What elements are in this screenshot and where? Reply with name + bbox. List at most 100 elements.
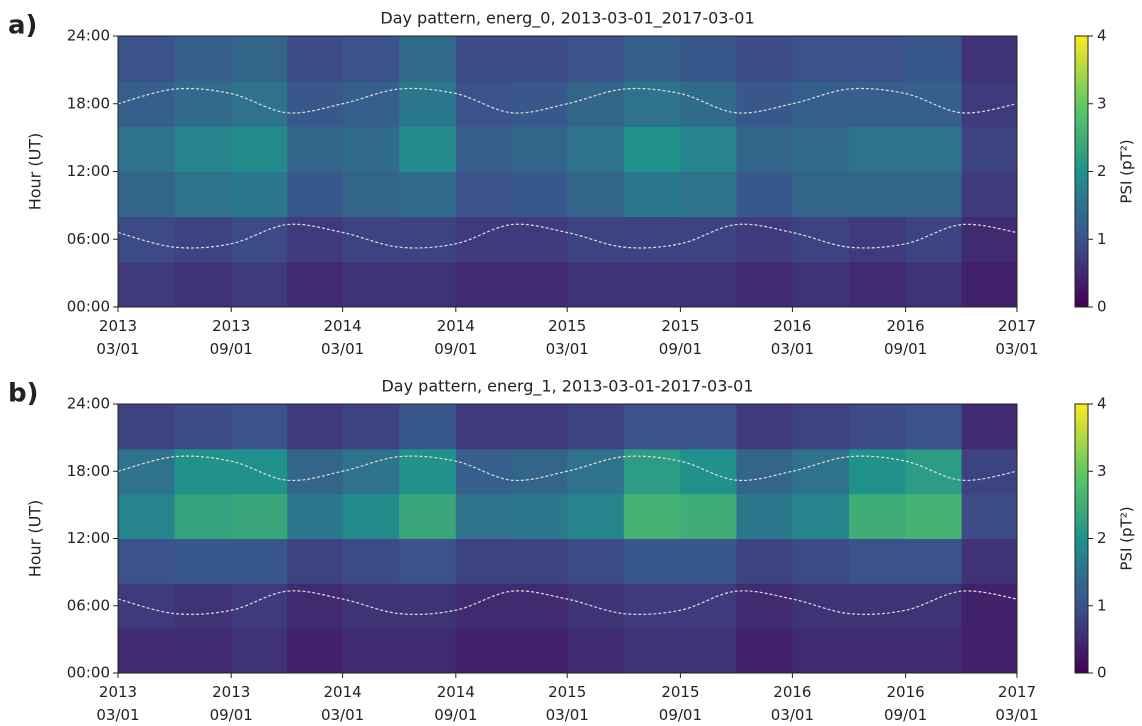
heat-cell bbox=[792, 216, 850, 263]
colorbar-step bbox=[1075, 623, 1088, 629]
colorbar-tick-label: 3 bbox=[1097, 94, 1107, 112]
heat-cell bbox=[342, 493, 400, 539]
colorbar-step bbox=[1075, 484, 1088, 490]
heat-cell bbox=[567, 126, 625, 172]
colorbar-step bbox=[1075, 646, 1088, 652]
heat-cell bbox=[342, 404, 400, 450]
heat-cell bbox=[118, 81, 176, 127]
colorbar-step bbox=[1075, 225, 1088, 231]
colorbar-step bbox=[1075, 525, 1088, 531]
colorbar-step bbox=[1075, 76, 1088, 82]
x-tick-label: 2016 09/01 bbox=[884, 683, 927, 724]
colorbar-step bbox=[1075, 520, 1088, 526]
heat-cell bbox=[623, 81, 681, 127]
colorbar-step bbox=[1075, 408, 1088, 414]
colorbar-step bbox=[1075, 601, 1088, 607]
x-tick-label: 2017 03/01 bbox=[995, 317, 1038, 358]
colorbar-step bbox=[1075, 462, 1088, 468]
heat-cell bbox=[680, 404, 737, 450]
heat-cell bbox=[961, 261, 1018, 308]
heat-cell bbox=[511, 628, 568, 674]
heat-cell bbox=[118, 36, 176, 82]
x-tick-label: 2015 09/01 bbox=[659, 683, 702, 724]
heat-cell bbox=[287, 404, 344, 450]
heat-cell bbox=[736, 81, 793, 127]
colorbar-step bbox=[1075, 641, 1088, 647]
heat-cell bbox=[287, 628, 344, 674]
heat-cell bbox=[455, 404, 513, 450]
colorbar-step bbox=[1075, 117, 1088, 123]
colorbar-step bbox=[1075, 637, 1088, 643]
y-axis-label: Hour (UT) bbox=[26, 500, 45, 578]
colorbar-step bbox=[1075, 502, 1088, 508]
heat-cell bbox=[961, 493, 1018, 539]
colorbar-step bbox=[1075, 121, 1088, 127]
heat-cell bbox=[174, 36, 232, 82]
heat-cell bbox=[736, 583, 793, 629]
heat-cell bbox=[736, 171, 793, 218]
colorbar-step bbox=[1075, 166, 1088, 172]
colorbar-step bbox=[1075, 587, 1088, 593]
colorbar-step bbox=[1075, 632, 1088, 638]
heat-cell bbox=[792, 583, 850, 629]
colorbar-step bbox=[1075, 417, 1088, 423]
colorbar-step bbox=[1075, 198, 1088, 204]
heat-cell bbox=[231, 36, 288, 82]
colorbar-step bbox=[1075, 480, 1088, 486]
heat-cell bbox=[342, 448, 400, 495]
heat-cell bbox=[905, 583, 963, 629]
colorbar-tick-label: 3 bbox=[1097, 462, 1107, 480]
heat-cell bbox=[399, 261, 457, 308]
heat-cell bbox=[905, 628, 963, 674]
colorbar-step bbox=[1075, 297, 1088, 303]
colorbar-step bbox=[1075, 171, 1088, 177]
colorbar-step bbox=[1075, 302, 1088, 308]
heat-cell bbox=[342, 216, 400, 263]
heat-cell bbox=[118, 538, 176, 584]
colorbar-step bbox=[1075, 248, 1088, 254]
heat-cell bbox=[231, 628, 288, 674]
heat-cell bbox=[118, 171, 176, 218]
heat-cell bbox=[849, 628, 907, 674]
heat-cell bbox=[455, 628, 513, 674]
heat-cell bbox=[342, 171, 400, 218]
heat-cell bbox=[511, 493, 568, 539]
colorbar-step bbox=[1075, 58, 1088, 64]
colorbar-step bbox=[1075, 453, 1088, 459]
heat-cell bbox=[399, 583, 457, 629]
heat-cell bbox=[399, 126, 457, 172]
heat-cell bbox=[118, 126, 176, 172]
y-tick-label: 00:00 bbox=[67, 298, 110, 316]
heat-cell bbox=[511, 404, 568, 450]
heat-cell bbox=[455, 583, 513, 629]
heat-cell bbox=[287, 493, 344, 539]
colorbar-step bbox=[1075, 54, 1088, 60]
heat-cell bbox=[792, 126, 850, 172]
heat-cell bbox=[174, 126, 232, 172]
colorbar-step bbox=[1075, 412, 1088, 418]
colorbar-step bbox=[1075, 574, 1088, 580]
colorbar-step bbox=[1075, 221, 1088, 227]
heat-cell bbox=[455, 538, 513, 584]
colorbar-step bbox=[1075, 664, 1088, 670]
colorbar-step bbox=[1075, 212, 1088, 218]
colorbar-tick-label: 0 bbox=[1097, 298, 1107, 316]
colorbar-step bbox=[1075, 148, 1088, 154]
heat-cell bbox=[567, 583, 625, 629]
heat-cell bbox=[511, 126, 568, 172]
heat-cell bbox=[342, 126, 400, 172]
x-tick-label: 2013 09/01 bbox=[210, 317, 253, 358]
colorbar-step bbox=[1075, 67, 1088, 73]
colorbar-step bbox=[1075, 430, 1088, 436]
colorbar-tick-label: 4 bbox=[1097, 395, 1107, 413]
heat-cell bbox=[849, 493, 907, 539]
colorbar-step bbox=[1075, 560, 1088, 566]
heat-cell bbox=[680, 538, 737, 584]
colorbar-step bbox=[1075, 421, 1088, 427]
colorbar-step bbox=[1075, 239, 1088, 245]
heat-cell bbox=[287, 126, 344, 172]
heat-cell bbox=[849, 171, 907, 218]
colorbar-step bbox=[1075, 668, 1088, 674]
heat-cell bbox=[174, 404, 232, 450]
colorbar-step bbox=[1075, 257, 1088, 263]
